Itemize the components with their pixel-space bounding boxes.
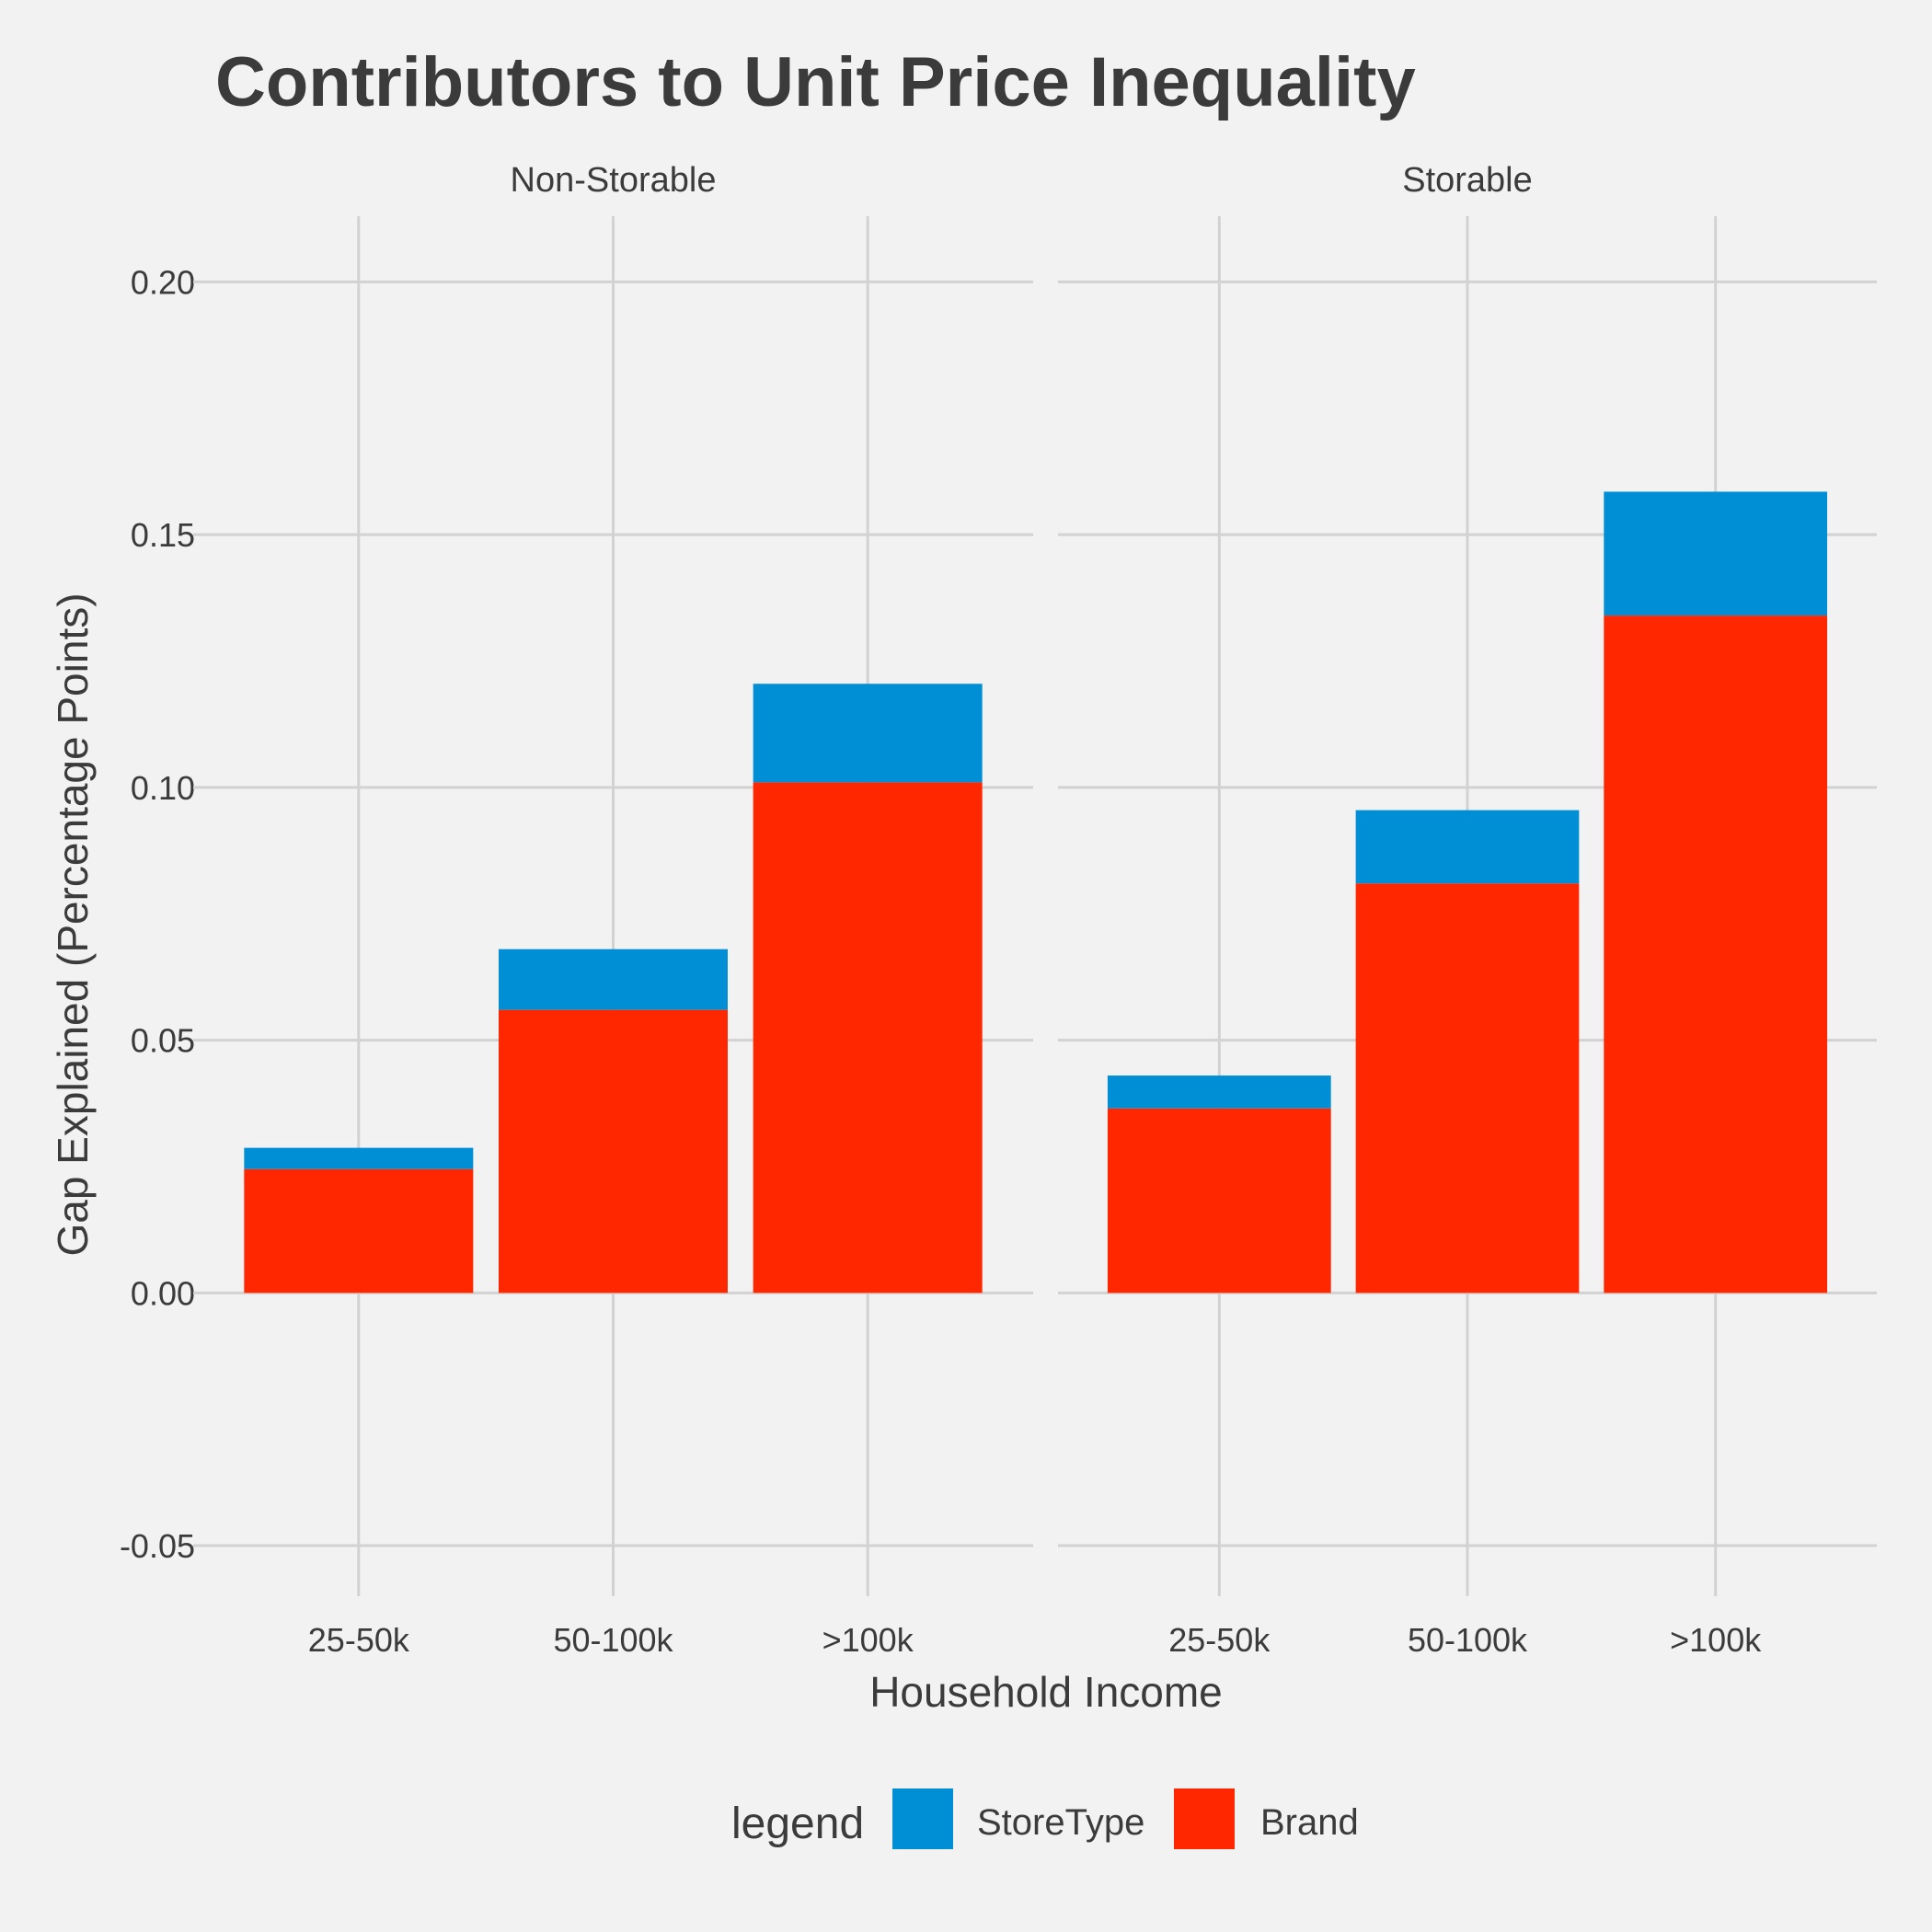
panels: -0.05 0.00 0.05 0.10 0.15 0.20 25-50k 50-100k >1… (120, 161, 1877, 1659)
x-tick-label: >100k (1670, 1621, 1762, 1659)
bar-storetype-50-100k (499, 949, 728, 1010)
y-tick-label: -0.05 (120, 1527, 195, 1565)
x-axis-title: Household Income (869, 1668, 1223, 1716)
x-tick-label: 50-100k (1408, 1621, 1528, 1659)
bar-brand-50-100k (1355, 883, 1580, 1294)
legend-title: legend (731, 1800, 864, 1848)
y-tick-label: 0.10 (131, 769, 195, 807)
facet-label: Storable (1402, 161, 1533, 200)
x-tick-label: 25-50k (308, 1621, 410, 1659)
facet-label: Non-Storable (511, 161, 717, 200)
y-axis-title: Gap Explained (Percentage Points) (49, 592, 97, 1256)
x-tick-label: 50-100k (553, 1621, 673, 1659)
x-tick-label: >100k (822, 1621, 914, 1659)
bar-brand->100k (1604, 615, 1828, 1294)
legend-label-brand: Brand (1260, 1802, 1359, 1843)
bar-storetype-50-100k (1355, 810, 1580, 884)
legend-swatch-brand (1174, 1788, 1235, 1849)
bar-brand-50-100k (499, 1009, 728, 1294)
x-tick-label: 25-50k (1168, 1621, 1271, 1659)
chart-title: Contributors to Unit Price Inequality (215, 43, 1416, 121)
y-tick-label: 0.00 (131, 1274, 195, 1312)
legend: legend StoreType Brand (731, 1788, 1359, 1849)
bar-brand-25-50k (244, 1168, 474, 1294)
bar-storetype-25-50k (1107, 1075, 1331, 1109)
bar-storetype->100k (1604, 491, 1828, 616)
y-tick-label: 0.05 (131, 1022, 195, 1060)
y-tick-label: 0.15 (131, 516, 195, 554)
legend-label-storetype: StoreType (977, 1802, 1144, 1843)
y-tick-label: 0.20 (131, 263, 195, 301)
legend-swatch-storetype (892, 1788, 953, 1849)
bar-brand-25-50k (1107, 1108, 1331, 1294)
bar-storetype-25-50k (244, 1147, 474, 1169)
bar-brand->100k (753, 782, 983, 1294)
bar-storetype->100k (753, 684, 983, 783)
